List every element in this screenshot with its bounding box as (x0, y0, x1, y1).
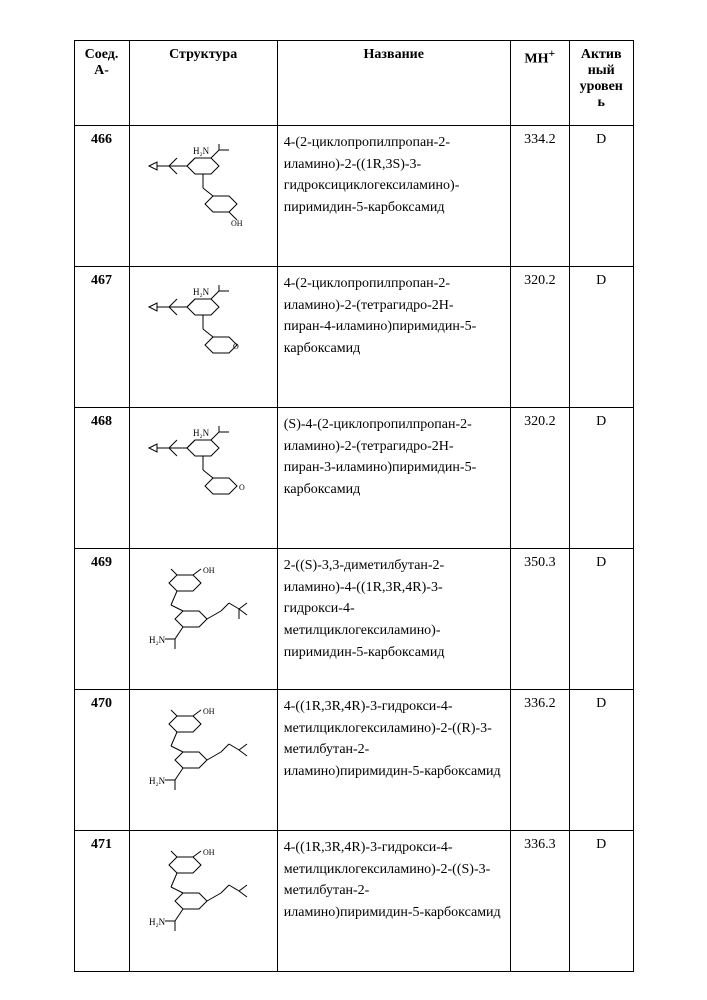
svg-text:H₂N: H₂N (193, 428, 210, 438)
cell-struct: H₂N O (129, 408, 277, 549)
cell-mh: 336.2 (510, 690, 569, 831)
table-row: 469 OH H₂N 2-((S)-3,3-дим (74, 549, 633, 690)
structure-icon: OH H₂N (143, 567, 263, 667)
svg-text:H₂N: H₂N (193, 146, 210, 156)
cell-id: 469 (74, 549, 129, 690)
cell-id: 471 (74, 831, 129, 972)
cell-struct: OH H₂N (129, 690, 277, 831)
cell-activity: D (569, 549, 633, 690)
cell-mh: 334.2 (510, 126, 569, 267)
cell-struct: OH H₂N (129, 831, 277, 972)
svg-text:OH: OH (203, 708, 215, 716)
cell-id: 468 (74, 408, 129, 549)
cell-struct: H₂N O (129, 267, 277, 408)
structure-icon: OH H₂N (143, 708, 263, 808)
cell-mh: 336.3 (510, 831, 569, 972)
cell-mh: 320.2 (510, 267, 569, 408)
cell-activity: D (569, 126, 633, 267)
cell-activity: D (569, 831, 633, 972)
col-mh-base: MH (524, 52, 548, 67)
col-struct: Структура (129, 41, 277, 126)
cell-name: 2-((S)-3,3-диметилбутан-2-иламино)-4-((1… (277, 549, 510, 690)
svg-text:OH: OH (231, 219, 243, 228)
svg-text:O: O (239, 483, 245, 492)
structure-icon: H₂N OH (143, 144, 263, 244)
table-row: 471 OH H₂N 4-((1R,3R,4R)- (74, 831, 633, 972)
cell-id: 470 (74, 690, 129, 831)
structure-icon: OH H₂N (143, 849, 263, 949)
table-row: 470 OH H₂N 4-((1R,3R,4R)- (74, 690, 633, 831)
svg-text:O: O (233, 342, 239, 351)
svg-text:H₂N: H₂N (149, 917, 166, 927)
col-name: Название (277, 41, 510, 126)
col-mh-sup: + (549, 47, 556, 60)
svg-text:H₂N: H₂N (193, 287, 210, 297)
table-row: 466 H₂N OH 4 (74, 126, 633, 267)
cell-activity: D (569, 690, 633, 831)
header-row: Соед. A- Структура Название MH+ Актив ны… (74, 41, 633, 126)
svg-text:H₂N: H₂N (149, 635, 166, 645)
cell-mh: 320.2 (510, 408, 569, 549)
cell-id: 467 (74, 267, 129, 408)
table-row: 467 H₂N O 4-(2-циклопропи (74, 267, 633, 408)
cell-struct: H₂N OH (129, 126, 277, 267)
svg-text:H₂N: H₂N (149, 776, 166, 786)
cell-name: 4-(2-циклопропилпропан-2-иламино)-2-(тет… (277, 267, 510, 408)
cell-activity: D (569, 408, 633, 549)
col-activity: Актив ный уровен ь (569, 41, 633, 126)
structure-icon: H₂N O (143, 426, 263, 526)
table-row: 468 H₂N O (S)-4-(2-циклоп (74, 408, 633, 549)
cell-name: 4-(2-циклопропилпропан-2-иламино)-2-((1R… (277, 126, 510, 267)
cell-name: 4-((1R,3R,4R)-3-гидрокси-4-метилциклогек… (277, 690, 510, 831)
cell-mh: 350.3 (510, 549, 569, 690)
cell-name: (S)-4-(2-циклопропилпропан-2-иламино)-2-… (277, 408, 510, 549)
svg-text:OH: OH (203, 567, 215, 575)
col-id: Соед. A- (74, 41, 129, 126)
cell-activity: D (569, 267, 633, 408)
structure-icon: H₂N O (143, 285, 263, 385)
cell-id: 466 (74, 126, 129, 267)
svg-text:OH: OH (203, 849, 215, 857)
compound-table: Соед. A- Структура Название MH+ Актив ны… (74, 40, 634, 972)
cell-struct: OH H₂N (129, 549, 277, 690)
col-mh: MH+ (510, 41, 569, 126)
cell-name: 4-((1R,3R,4R)-3-гидрокси-4-метилциклогек… (277, 831, 510, 972)
